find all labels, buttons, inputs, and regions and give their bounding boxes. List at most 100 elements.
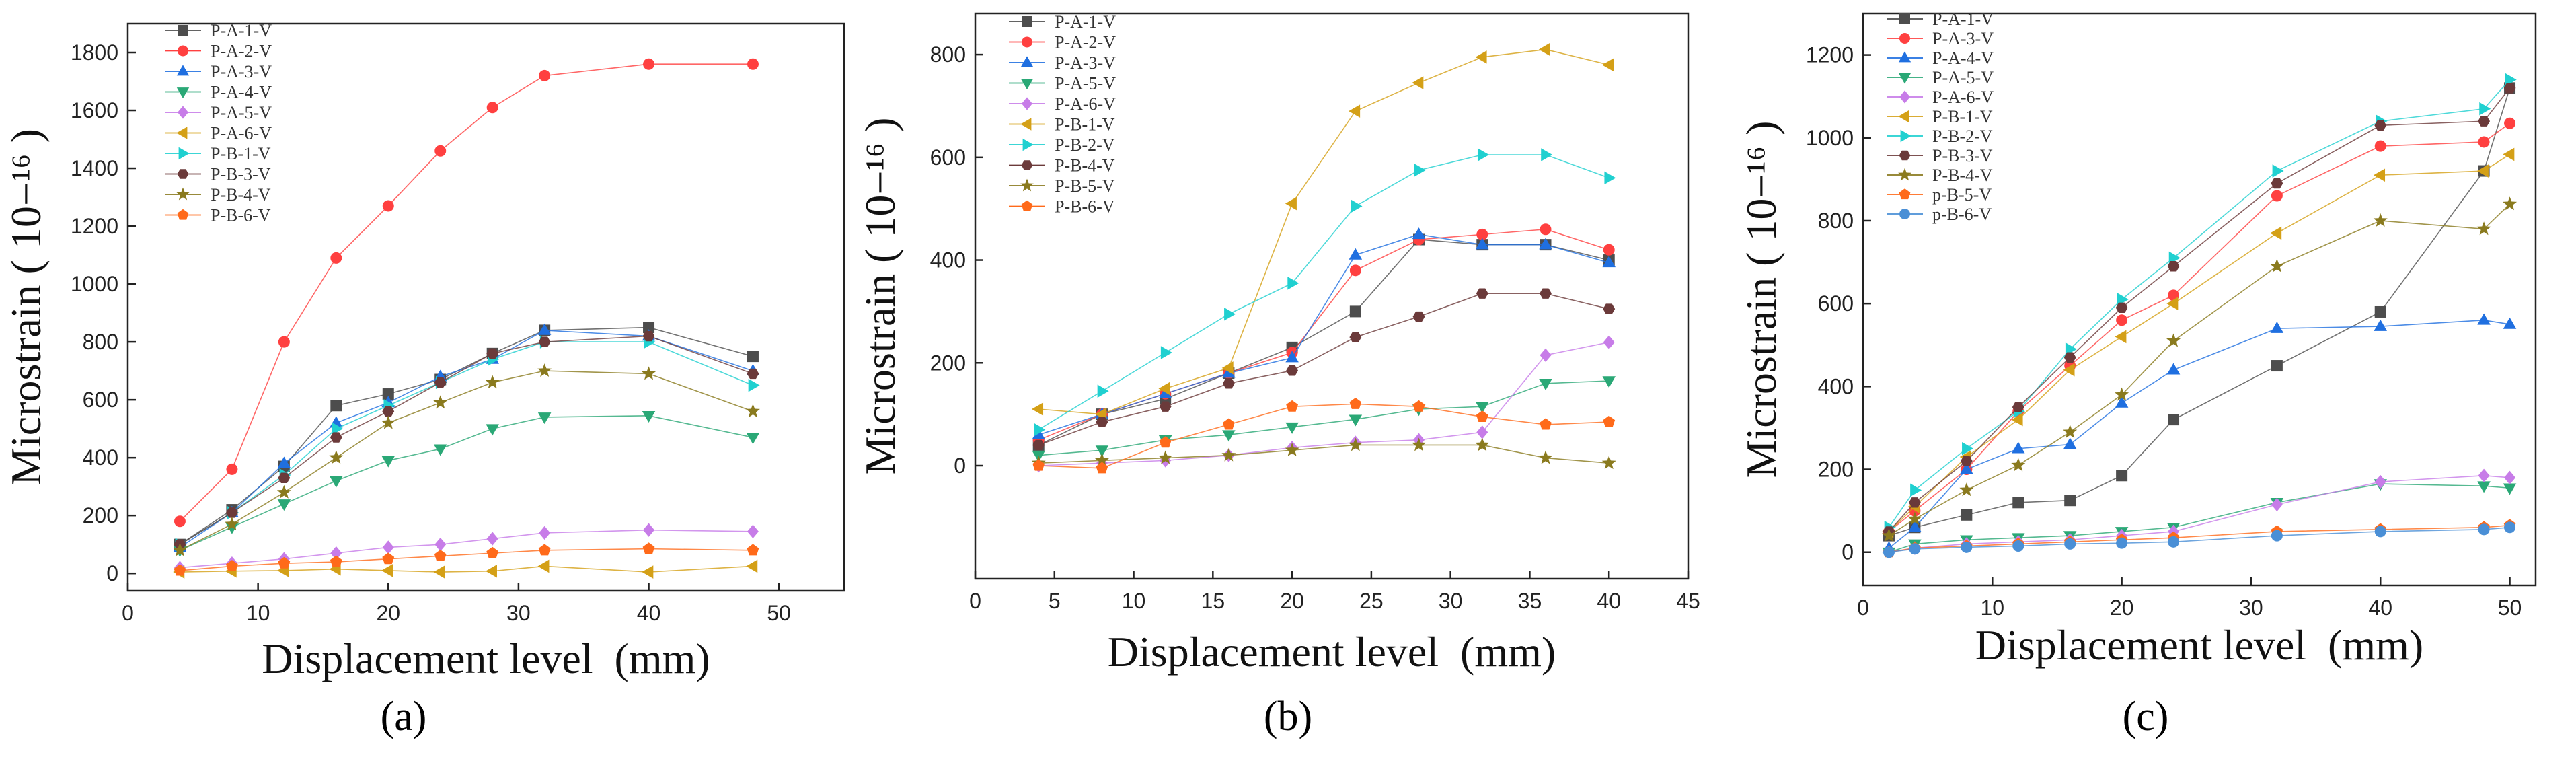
- data-point: [2504, 470, 2516, 485]
- data-point: [1477, 148, 1489, 161]
- series-P-A-1-V: [174, 322, 759, 550]
- y-tick-label: 1200: [1806, 43, 1854, 67]
- data-point: [1221, 361, 1234, 375]
- data-point: [1541, 148, 1553, 161]
- legend-marker: [1022, 36, 1032, 48]
- data-point: [1224, 307, 1236, 321]
- data-point: [1907, 511, 1922, 526]
- y-tick-label: 400: [1818, 374, 1854, 398]
- x-tick-label: 0: [1857, 595, 1869, 620]
- data-point: [2063, 437, 2077, 449]
- legend-marker: [178, 45, 188, 57]
- series-line: [1038, 233, 1609, 435]
- data-point: [1476, 228, 1488, 240]
- data-point: [746, 559, 758, 573]
- data-point: [747, 351, 759, 363]
- legend-marker: [1899, 33, 1910, 44]
- series-line: [1038, 239, 1609, 446]
- series-P-A-3-V: [173, 323, 760, 552]
- series-P-A-6-V: [173, 559, 758, 579]
- data-point: [2503, 317, 2517, 329]
- data-point: [643, 322, 655, 334]
- data-point: [174, 564, 186, 576]
- data-point: [2115, 396, 2129, 408]
- series-line: [1038, 403, 1609, 469]
- data-point: [1908, 497, 1921, 508]
- data-point: [1159, 436, 1172, 448]
- data-point: [174, 515, 186, 528]
- legend-label: p-B-5-V: [1932, 185, 1992, 205]
- x-tick-label: 20: [1280, 589, 1304, 613]
- data-point: [538, 336, 551, 347]
- legend-marker: [177, 169, 189, 179]
- data-point: [538, 544, 551, 556]
- y-tick-label: 800: [930, 42, 966, 67]
- legend-label: P-A-2-V: [211, 42, 272, 61]
- data-point: [1349, 264, 1361, 277]
- data-point: [2479, 102, 2491, 116]
- data-point: [1222, 378, 1235, 389]
- x-tick-label: 20: [376, 601, 400, 625]
- data-point: [1348, 437, 1363, 451]
- data-point: [1158, 386, 1172, 398]
- y-tick-label: 200: [83, 503, 118, 528]
- data-point: [1287, 277, 1299, 290]
- data-point: [1540, 348, 1552, 363]
- legend-label: P-A-1-V: [1055, 12, 1116, 32]
- series-line: [1038, 380, 1609, 456]
- data-point: [278, 556, 291, 569]
- y-tick-label: 1200: [71, 214, 118, 238]
- legend-marker: [1020, 178, 1034, 192]
- x-tick-label: 0: [122, 601, 134, 625]
- legend-marker: [176, 87, 190, 99]
- data-point: [434, 550, 447, 561]
- legend-label: P-B-4-V: [1932, 166, 1993, 185]
- y-tick-label: 200: [930, 351, 966, 375]
- data-point: [1285, 351, 1299, 363]
- x-tick-label: 30: [1439, 589, 1463, 613]
- x-tick-label: 30: [506, 601, 531, 625]
- data-point: [2063, 363, 2075, 377]
- series-P-B-3-V: [174, 330, 759, 550]
- legend-label: P-B-4-V: [211, 185, 271, 205]
- data-point: [2063, 425, 2078, 439]
- chart-panel-a: 0 10 20 30 40 50 0 200 400 600 800 1000 1200 1400 1600…: [2, 21, 845, 682]
- panel-label-b: (b): [1264, 694, 1312, 739]
- legend-label: P-A-6-V: [211, 124, 272, 143]
- data-point: [1883, 546, 1895, 558]
- legend-label: P-B-5-V: [1055, 176, 1115, 196]
- data-point: [1603, 335, 1615, 349]
- series-P-B-4-V: [1032, 288, 1616, 451]
- data-point: [382, 200, 394, 212]
- data-point: [276, 484, 291, 499]
- y-tick-label: 800: [1818, 209, 1854, 233]
- legend-label: P-A-3-V: [211, 62, 272, 81]
- data-point: [1412, 437, 1427, 451]
- legend-marker: [1898, 73, 1911, 84]
- data-point: [329, 450, 344, 464]
- data-point: [1908, 520, 1922, 532]
- data-point: [1349, 398, 1362, 409]
- legend-marker: [1900, 129, 1911, 143]
- data-point: [1475, 437, 1490, 451]
- data-point: [2271, 530, 2283, 542]
- series-line: [180, 335, 753, 545]
- data-point: [746, 433, 760, 445]
- data-point: [1032, 402, 1044, 416]
- data-point: [1603, 244, 1615, 256]
- data-point: [2116, 470, 2128, 482]
- x-tick-label: 0: [969, 589, 981, 613]
- data-point: [1602, 256, 1616, 268]
- data-point: [330, 400, 342, 412]
- data-point: [1349, 305, 1361, 318]
- plot-frame: [974, 12, 1690, 580]
- legend-marker: [1899, 188, 1911, 200]
- data-point: [1349, 248, 1363, 260]
- data-point: [2115, 330, 2127, 344]
- data-point: [330, 432, 342, 443]
- series-line: [180, 548, 753, 571]
- data-point: [1881, 528, 1896, 542]
- series-line: [1889, 483, 2510, 553]
- series-P-B-4-V: [1881, 196, 2517, 542]
- data-point: [1540, 223, 1552, 236]
